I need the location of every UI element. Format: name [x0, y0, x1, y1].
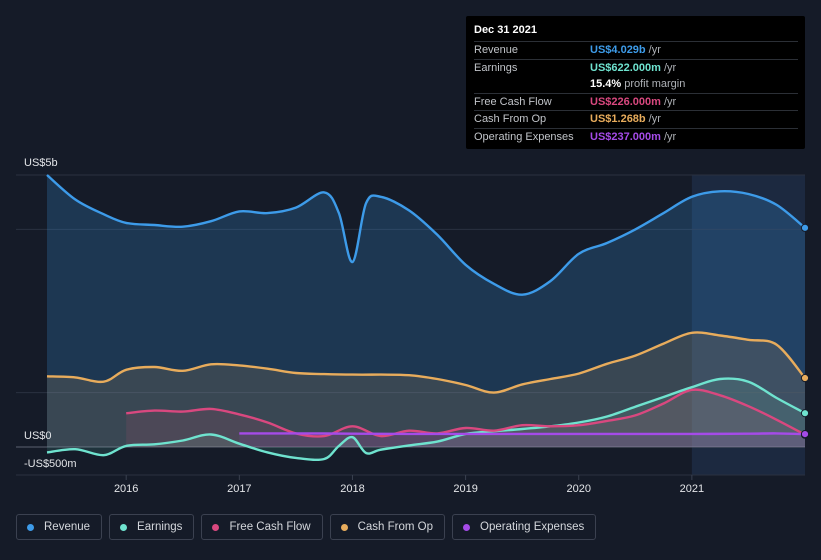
chart-area: US$5b US$0 -US$500m 2016 2017 2018 2019 2020…: [16, 157, 810, 495]
legend-item-operating-expenses[interactable]: Operating Expenses: [452, 514, 597, 540]
tooltip-row: Revenue US$4.029b/yr: [474, 41, 798, 59]
tooltip-row-unit: /yr: [663, 61, 677, 74]
legend-item-earnings[interactable]: Earnings: [109, 514, 195, 540]
legend-dot-icon: [212, 523, 220, 531]
earnings-endpoint: [800, 409, 810, 418]
legend-label: Free Cash Flow: [229, 521, 311, 533]
x-tick-label: 2020: [566, 483, 590, 495]
tooltip-row-unit: profit margin: [624, 78, 686, 91]
earnings-line: [46, 377, 806, 462]
earnings-area: [47, 378, 805, 460]
legend-label: Cash From Op: [357, 521, 434, 533]
tooltip-row-unit: /yr: [648, 113, 661, 126]
tooltip-row-value: US$622.000m: [590, 61, 661, 74]
x-axis-ticks: 2016 2017 2018 2019 2020 2021: [114, 475, 704, 495]
tooltip-row: Free Cash Flow US$226.000m/yr: [474, 92, 798, 111]
tooltip-row-label: Free Cash Flow: [474, 95, 552, 108]
tooltip-row-value: 15.4%: [590, 78, 622, 91]
legend-item-cash-from-op[interactable]: Cash From Op: [329, 514, 446, 540]
tooltip-row-label: Earnings: [474, 61, 518, 74]
x-tick-label: 2017: [227, 483, 251, 495]
tooltip-row-value: US$226.000m: [590, 95, 661, 108]
x-tick-label: 2016: [114, 483, 138, 495]
tooltip-row: Earnings US$622.000m/yr: [474, 58, 798, 77]
y-axis-label-negative: -US$500m: [24, 458, 77, 470]
x-tick-label: 2021: [680, 483, 704, 495]
tooltip-row-label: Operating Expenses: [474, 130, 574, 143]
tooltip-rows: Revenue US$4.029b/yr Earnings US$622.000m/y…: [474, 41, 798, 145]
tooltip-row: Cash From Op US$1.268b/yr: [474, 110, 798, 128]
cash-from-op-line: [46, 331, 806, 394]
y-axis-label-top: US$5b: [24, 157, 58, 169]
series-endpoints: [800, 223, 810, 439]
revenue-area: [47, 175, 805, 447]
tooltip-row-value: US$1.268b: [590, 113, 646, 126]
legend-dot-icon: [340, 523, 348, 531]
tooltip-row-label: Cash From Op: [474, 113, 547, 126]
free-cash-flow-line: [126, 388, 806, 438]
legend-dot-icon: [27, 523, 34, 531]
cash-from-op-endpoint: [800, 373, 810, 383]
free-cash-flow-area: [126, 389, 805, 447]
tooltip-row-unit: /yr: [648, 44, 661, 57]
series-lines: [46, 174, 806, 462]
tooltip-row: 15.4% profit margin: [474, 76, 798, 93]
legend-label: Operating Expenses: [480, 521, 585, 533]
revenue-line: [46, 174, 806, 296]
tooltip-row-unit: /yr: [663, 95, 677, 108]
legend-item-free-cash-flow[interactable]: Free Cash Flow: [201, 514, 323, 540]
revenue-endpoint: [800, 223, 810, 232]
series-areas: [47, 175, 806, 460]
tooltip-row-unit: /yr: [663, 130, 677, 143]
operating-expenses-endpoint: [800, 430, 810, 439]
tooltip-row-value: US$237.000m: [590, 130, 661, 143]
x-tick-label: 2018: [340, 483, 364, 495]
y-axis-label-zero: US$0: [24, 430, 52, 442]
legend-label: Revenue: [44, 521, 91, 533]
tooltip-row-label: Revenue: [474, 44, 519, 57]
legend-dot-icon: [120, 523, 128, 531]
legend-dot-icon: [463, 523, 471, 531]
operating-expenses-line: [239, 432, 806, 436]
chart-legend: Revenue Earnings Free Cash Flow Cash From O…: [16, 514, 597, 540]
tooltip-date: Dec 31 2021: [474, 24, 537, 36]
x-tick-label: 2019: [453, 483, 477, 495]
tooltip-row-value: US$4.029b: [590, 44, 646, 57]
legend-item-revenue[interactable]: Revenue: [16, 514, 103, 540]
tooltip-row: Operating Expenses US$237.000m/yr: [474, 127, 798, 146]
legend-label: Earnings: [137, 521, 183, 533]
data-tooltip: Dec 31 2021 Revenue US$4.029b/yr Earnings U…: [466, 16, 805, 149]
